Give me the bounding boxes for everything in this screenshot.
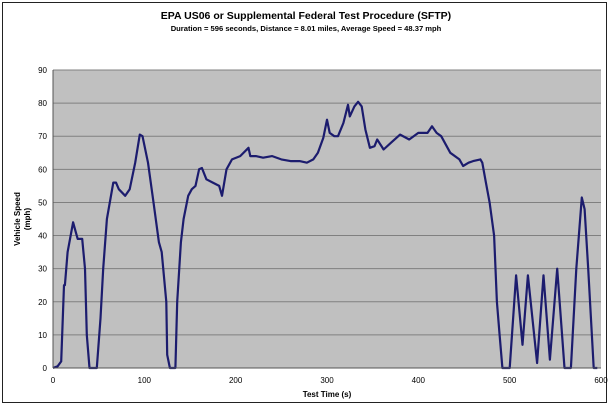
- x-tick-label: 200: [229, 376, 243, 385]
- plot-area: [53, 70, 601, 368]
- chart-subtitle: Duration = 596 seconds, Distance = 8.01 …: [171, 24, 442, 33]
- y-axis-label-line2: (mph): [23, 208, 32, 231]
- y-tick-label: 50: [38, 198, 47, 207]
- y-tick-label: 0: [43, 364, 48, 373]
- x-tick-label: 100: [138, 376, 152, 385]
- y-tick-label: 70: [38, 132, 47, 141]
- x-tick-label: 300: [320, 376, 334, 385]
- y-tick-label: 10: [38, 331, 47, 340]
- y-tick-label: 40: [38, 232, 47, 241]
- y-axis-label-line1: Vehicle Speed: [13, 192, 22, 246]
- y-tick-label: 60: [38, 165, 47, 174]
- x-tick-label: 400: [412, 376, 426, 385]
- x-axis-label: Test Time (s): [303, 390, 352, 399]
- x-tick-label: 500: [503, 376, 517, 385]
- y-tick-label: 30: [38, 265, 47, 274]
- chart-title: EPA US06 or Supplemental Federal Test Pr…: [161, 10, 451, 22]
- x-tick-label: 600: [594, 376, 608, 385]
- series-line-vehicle-speed: [52, 100, 598, 370]
- y-tick-label: 90: [38, 66, 47, 75]
- y-tick-label: 80: [38, 99, 47, 108]
- y-tick-label: 20: [38, 298, 47, 307]
- x-tick-label: 0: [51, 376, 56, 385]
